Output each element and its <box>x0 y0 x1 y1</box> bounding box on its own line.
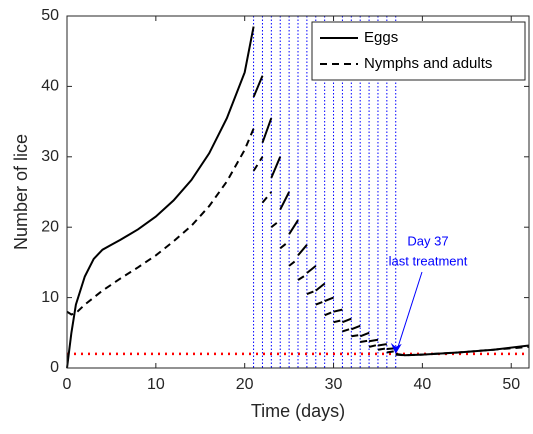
legend-label: Eggs <box>364 29 398 46</box>
annotation-text: last treatment <box>389 253 468 268</box>
annotation-text: Day 37 <box>407 233 448 248</box>
legend-box <box>311 21 526 81</box>
x-tick-label: 10 <box>147 376 165 393</box>
x-axis-title: Time (days) <box>251 401 345 421</box>
y-tick-label: 0 <box>50 359 59 376</box>
x-tick-label: 0 <box>63 376 72 393</box>
y-tick-label: 40 <box>41 78 59 95</box>
x-tick-label: 40 <box>413 376 431 393</box>
legend-label: Nymphs and adults <box>364 55 492 72</box>
y-axis-title: Number of lice <box>11 134 31 250</box>
y-tick-label: 30 <box>41 148 59 165</box>
y-tick-label: 20 <box>41 218 59 235</box>
axes-box <box>66 15 530 369</box>
y-tick-label: 10 <box>41 289 59 306</box>
annotation-arrowhead <box>390 342 402 354</box>
annotation-arrow <box>396 271 423 352</box>
x-tick-label: 30 <box>325 376 343 393</box>
x-tick-label: 20 <box>236 376 254 393</box>
y-tick-label: 50 <box>41 7 59 24</box>
x-tick-label: 50 <box>502 376 520 393</box>
series-line <box>66 26 530 369</box>
series-line <box>66 128 530 357</box>
